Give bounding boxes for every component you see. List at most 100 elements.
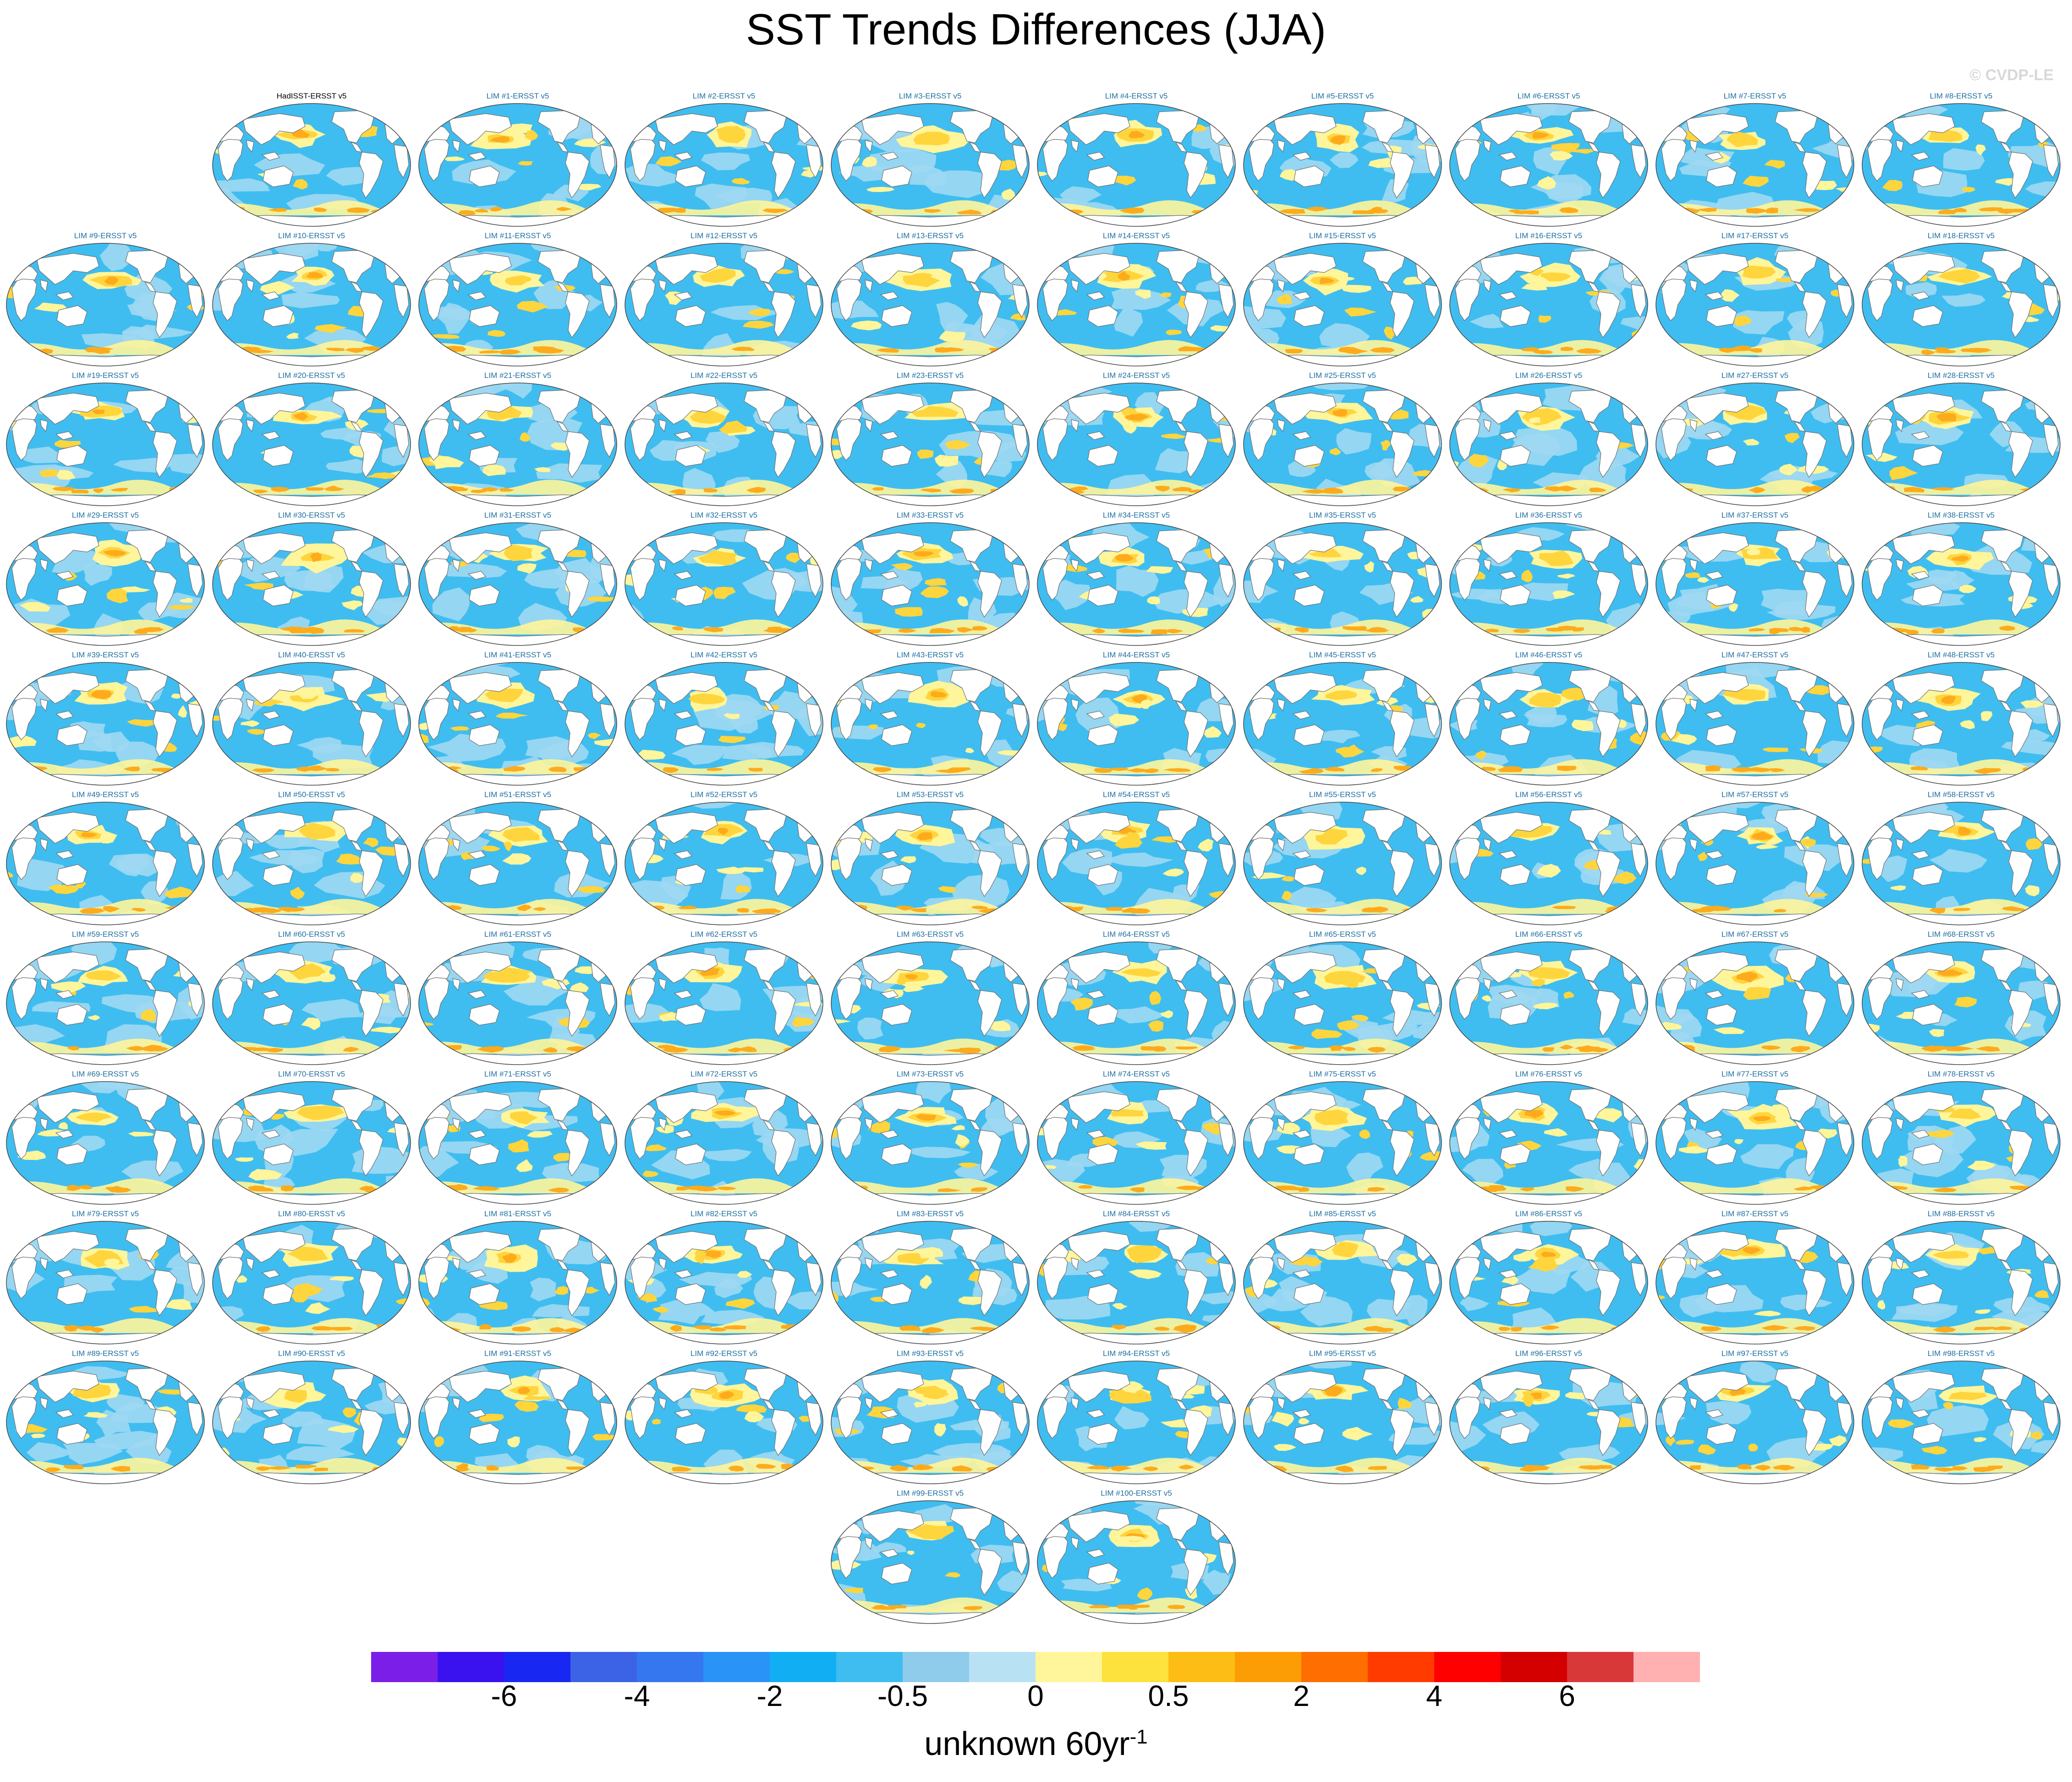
landmass	[1705, 571, 1724, 580]
landmass	[632, 1053, 816, 1065]
landmass	[861, 113, 924, 145]
sst-trend-map	[1037, 802, 1236, 925]
landmass	[1087, 1004, 1118, 1026]
sst-trend-map	[6, 662, 205, 786]
map-outline	[1037, 243, 1236, 366]
landmass	[1483, 419, 1491, 432]
sst-trend-map	[1243, 802, 1442, 925]
landmass	[359, 431, 384, 478]
landmass	[40, 978, 48, 991]
map-panel: LIM #61-ERSST v5	[417, 930, 619, 1067]
sst-trend-map	[1862, 802, 2061, 925]
warm-anomaly	[287, 1246, 329, 1261]
colorbar-swatch	[703, 1652, 770, 1682]
sst-trend-map	[1037, 103, 1236, 227]
map-outline	[1243, 383, 1442, 506]
map-panel: LIM #14-ERSST v5	[1036, 231, 1237, 369]
landmass	[1480, 951, 1543, 984]
landmass	[1802, 571, 1827, 618]
map-panel: LIM #19-ERSST v5	[5, 371, 206, 508]
landmass	[449, 113, 512, 145]
landmass	[1892, 393, 1955, 425]
landmass	[1498, 431, 1518, 440]
landmass	[1087, 1143, 1118, 1165]
landmass	[578, 665, 592, 678]
colorbar-swatch	[504, 1652, 570, 1682]
landmass	[836, 1255, 862, 1299]
map-outline	[1655, 383, 1854, 506]
landmass	[1044, 1053, 1228, 1065]
landmass	[36, 672, 99, 704]
warm-anomaly	[1325, 690, 1358, 700]
landmass	[1609, 665, 1623, 678]
landmass	[1661, 416, 1687, 461]
landmass	[880, 711, 899, 720]
panel-title: LIM #30-ERSST v5	[278, 511, 345, 519]
landmass	[1292, 152, 1311, 161]
panel-title: LIM #53-ERSST v5	[896, 790, 964, 799]
landmass	[1892, 1231, 1955, 1263]
map-panel: LIM #47-ERSST v5	[1654, 650, 1856, 788]
sst-trend-map	[831, 103, 1030, 227]
landmass	[467, 431, 487, 440]
landmass	[11, 1394, 37, 1439]
landmass	[2021, 525, 2036, 538]
landmass	[632, 913, 816, 925]
landmass	[771, 850, 796, 897]
landmass	[1609, 1224, 1623, 1236]
sst-trend-map	[1243, 1221, 1442, 1345]
landmass	[578, 1084, 592, 1097]
landmass	[578, 1363, 592, 1376]
landmass	[1390, 711, 1414, 758]
landmass	[165, 1363, 180, 1376]
landmass	[261, 431, 280, 440]
landmass	[372, 1084, 386, 1097]
map-panel: LIM #5-ERSST v5	[1242, 92, 1443, 229]
sst-trend-map	[1862, 1221, 2061, 1345]
warm-anomaly	[1332, 1241, 1359, 1258]
landmass	[1087, 724, 1118, 746]
map-outline	[625, 1221, 823, 1345]
landmass	[675, 305, 706, 327]
map-outline	[6, 383, 205, 506]
map-outline	[831, 802, 1030, 925]
landmass	[1912, 1283, 1943, 1305]
landmass	[11, 416, 37, 461]
map-outline	[625, 662, 823, 786]
panel-title: LIM #58-ERSST v5	[1927, 790, 1995, 799]
landmass	[219, 1053, 404, 1065]
sst-trend-map	[212, 662, 411, 786]
landmass	[1067, 1371, 1130, 1403]
landmass	[1294, 724, 1325, 746]
landmass	[655, 393, 718, 425]
landmass	[1896, 559, 1904, 572]
landmass	[1067, 1231, 1130, 1263]
landmass	[784, 665, 799, 678]
warm-anomaly	[1529, 692, 1562, 708]
landmass	[246, 559, 254, 572]
panel-title: LIM #6-ERSST v5	[1517, 92, 1580, 100]
landmass	[153, 291, 177, 339]
panel-title: LIM #47-ERSST v5	[1721, 650, 1789, 659]
map-outline	[212, 243, 411, 366]
landmass	[1689, 419, 1698, 432]
map-panel: LIM #91-ERSST v5	[417, 1349, 619, 1487]
landmass	[1498, 291, 1518, 301]
landmass	[1455, 137, 1480, 181]
landmass	[449, 393, 512, 425]
landmass	[13, 355, 197, 366]
landmass	[1071, 699, 1079, 712]
landmass	[219, 1472, 404, 1484]
panel-title: LIM #77-ERSST v5	[1721, 1070, 1789, 1078]
landmass	[36, 253, 99, 285]
landmass	[1250, 1333, 1435, 1344]
warm-anomaly	[1528, 967, 1571, 979]
panel-title: LIM #93-ERSST v5	[896, 1349, 964, 1358]
landmass	[1071, 140, 1079, 153]
map-panel: LIM #27-ERSST v5	[1654, 371, 1856, 508]
landmass	[2008, 291, 2033, 339]
landmass	[1483, 1397, 1491, 1410]
landmass	[990, 106, 1005, 119]
landmass	[1869, 1472, 2053, 1484]
map-outline	[418, 941, 617, 1065]
